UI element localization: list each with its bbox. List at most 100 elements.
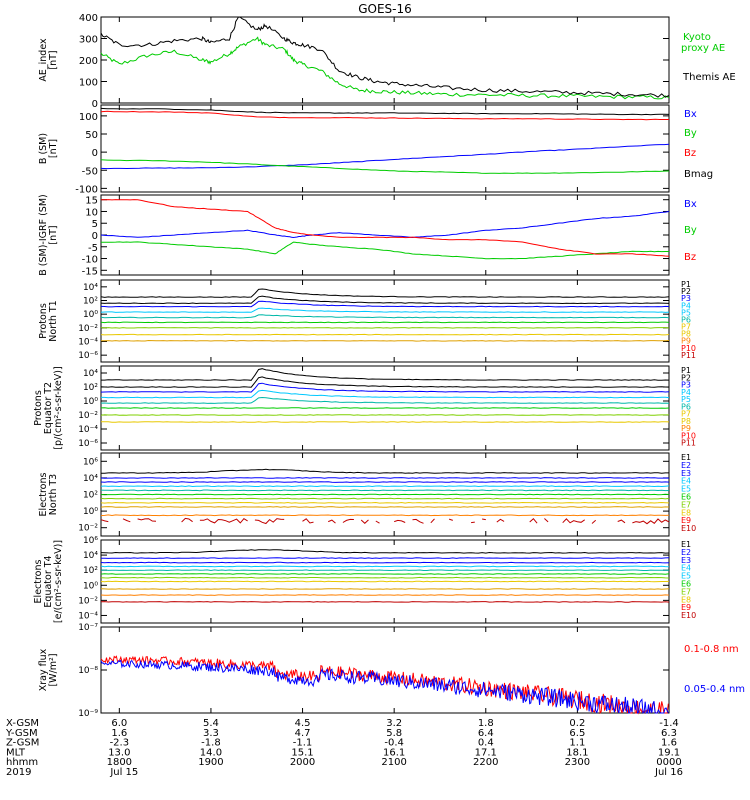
xaxis-row-value: 2100	[381, 757, 406, 768]
y-tick-label-pt2: 10⁻²	[78, 411, 98, 421]
xaxis-row-label: X-GSM	[6, 718, 39, 729]
y-axis-label-et4-line: [e/(cm²-s-sr-keV)]	[53, 540, 64, 623]
xaxis-row-value: 0.2	[569, 718, 585, 729]
plot-title: GOES-16	[358, 2, 412, 16]
y-tick-label-et3: 10⁻²	[78, 524, 98, 534]
legend-label-et4: E10	[681, 611, 696, 620]
y-axis-label-pt1-line: Protons	[38, 303, 49, 339]
xaxis-row-value: 1.1	[569, 738, 585, 749]
flux-line-et4-4	[100, 569, 669, 572]
xaxis-row-value: 2300	[565, 757, 590, 768]
legend-label-bigrf: Bz	[684, 252, 696, 263]
legend-label-pt1: P5	[681, 308, 691, 317]
y-axis-label-et4-line: Electrons	[33, 559, 44, 603]
xaxis-row-label: 2019	[6, 767, 31, 778]
flux-line-et4-0	[100, 549, 670, 554]
legend-label-xray: 0.05-0.4 nm	[684, 684, 745, 695]
y-tick-label-xray: 10⁻⁸	[78, 666, 98, 676]
flux-line-pt1-0	[100, 288, 670, 298]
panel-frame-bsm	[100, 104, 670, 193]
y-axis-label-et4: Electrons Equator T4 [e/(cm²-s-sr-keV)]	[33, 540, 64, 623]
xaxis-row-value: 1.8	[478, 718, 494, 729]
xaxis-row-label: MLT	[6, 747, 26, 758]
y-axis-label-xray-line: Xray flux	[38, 648, 49, 691]
flux-line-pt2-7	[101, 421, 670, 423]
xaxis-row-value: 6.3	[661, 728, 677, 739]
flux-line-et4-7	[100, 580, 670, 583]
legend-label-bsm: Bx	[684, 109, 697, 120]
series-line-ae-1	[100, 16, 670, 98]
panel-frame-xray	[100, 626, 670, 714]
y-axis-label-et4-line: Equator T4	[43, 555, 54, 607]
y-tick-label-pt1: 10⁻⁴	[78, 338, 98, 348]
y-tick-label-pt2: 10⁻⁶	[78, 439, 98, 449]
flux-line-et3-5	[100, 493, 670, 496]
xaxis-row-label: Y-GSM	[5, 728, 38, 739]
flux-line-et4-5	[100, 573, 670, 575]
legend-label-et4: E6	[681, 580, 691, 589]
flux-line-et3-4	[100, 489, 670, 492]
xaxis-row-value: -2.3	[110, 738, 130, 749]
y-axis-label-xray: Xray flux [W/m²]	[38, 648, 59, 691]
series-line-bigrf-0	[100, 211, 670, 239]
flux-line-et4-3	[100, 565, 670, 568]
y-axis-label-xray-line: [W/m²]	[48, 653, 59, 686]
y-tick-label-pt1: 10⁰	[83, 310, 98, 320]
legend-label-et4: E8	[681, 595, 691, 604]
xaxis-row-value: 1.6	[111, 728, 127, 739]
xaxis-row-value: 6.0	[111, 718, 127, 729]
legend-label-et3: E6	[681, 493, 691, 502]
y-axis-label-pt2-line: Protons	[33, 390, 44, 426]
y-tick-label-et4: 10⁻²	[78, 596, 98, 606]
y-tick-label-ae: 100	[79, 78, 98, 89]
legend-label-pt1: P10	[681, 344, 696, 353]
legend-label-et4: E1	[681, 540, 691, 549]
legend-label-pt1: P2	[681, 287, 691, 296]
flux-line-pt2-5	[100, 407, 670, 409]
legend-label-bigrf: Bx	[684, 199, 697, 210]
legend-label-pt2: P4	[681, 388, 691, 397]
legend-label-bsm: Bmag	[684, 169, 713, 180]
legend-label-pt1: P11	[681, 351, 696, 360]
xaxis-row-value: 6.5	[569, 728, 585, 739]
legend-label-et3: E8	[681, 508, 691, 517]
flux-line-et4-10	[100, 601, 670, 603]
y-tick-label-et3: 10⁰	[83, 507, 98, 517]
flux-line-pt2-2	[100, 382, 670, 393]
flux-line-pt1-4	[100, 314, 670, 319]
flux-line-pt1-7	[100, 333, 670, 336]
y-tick-label-bsm: -100	[75, 184, 98, 195]
legend-label-bsm: Bz	[684, 148, 696, 159]
flux-line-pt1-1	[100, 295, 670, 305]
y-tick-label-pt1: 10⁻⁶	[78, 351, 98, 361]
y-axis-label-pt1-line: North T1	[48, 300, 59, 341]
xaxis-row-value: 0.4	[478, 738, 494, 749]
y-tick-label-pt1: 10⁻²	[78, 324, 98, 334]
xaxis-row-value: 4.7	[295, 728, 311, 739]
y-tick-label-bigrf: -5	[88, 243, 98, 254]
xaxis-row-value: 2200	[473, 757, 498, 768]
legend-label-et3: E9	[681, 516, 691, 525]
xaxis-row-value: 3.3	[203, 728, 219, 739]
panel-frame-pt1	[100, 279, 670, 363]
y-tick-label-bigrf: -10	[82, 255, 98, 266]
legend-label-pt1: P7	[681, 323, 691, 332]
y-tick-label-et4: 10⁴	[83, 551, 98, 561]
y-tick-label-bigrf: 0	[92, 231, 98, 242]
y-tick-label-bigrf: 5	[92, 219, 98, 230]
y-tick-label-xray: 10⁻⁹	[78, 709, 98, 719]
legend-label-et3: E2	[681, 461, 691, 470]
y-tick-label-pt2: 10²	[83, 383, 98, 393]
flux-line-pt1-6	[100, 327, 670, 329]
flux-line-et4-6	[100, 576, 670, 579]
xaxis-row-value: 1.6	[661, 738, 677, 749]
y-axis-label-pt1: Protons North T1	[38, 300, 59, 341]
xaxis-row-value: -1.4	[659, 718, 679, 729]
y-tick-label-ae: 0	[92, 99, 98, 110]
flux-line-et3-6	[100, 497, 670, 500]
legend-label-pt1: P3	[681, 294, 691, 303]
y-tick-label-pt1: 10⁴	[83, 283, 98, 293]
y-tick-label-ae: 200	[79, 56, 98, 67]
panel-frame-bigrf	[100, 194, 670, 276]
